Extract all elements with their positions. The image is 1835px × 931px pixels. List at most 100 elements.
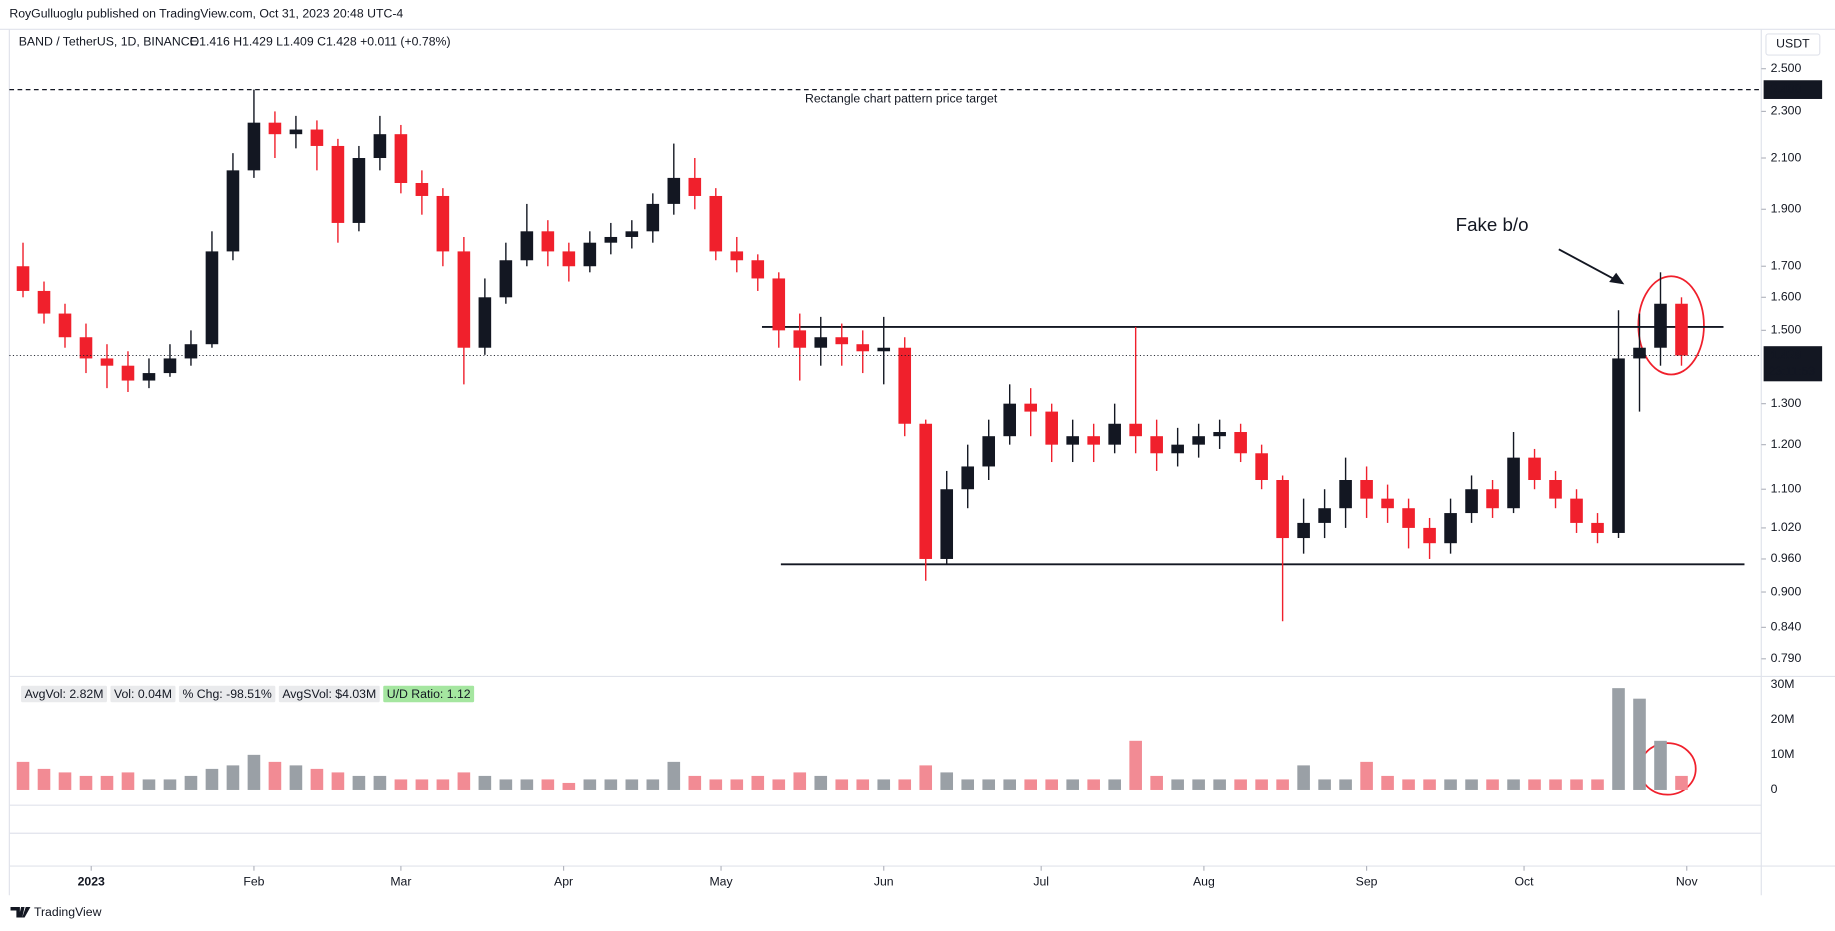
candle-body: [877, 347, 891, 352]
volume-bar: [163, 779, 177, 790]
volume-stat: AvgSVol: $4.03M: [282, 687, 376, 701]
volume-bar: [541, 779, 555, 790]
candle-body: [1108, 423, 1121, 445]
x-tick-label: Apr: [554, 875, 573, 889]
volume-bar: [1234, 779, 1247, 790]
y-tick-label: 0.960: [1771, 551, 1802, 565]
volume-bar: [79, 775, 93, 790]
y-tick-label: 1.200: [1771, 437, 1802, 451]
candle-body: [226, 170, 240, 252]
volume-bar: [1507, 779, 1520, 790]
candle-body: [646, 203, 660, 232]
candle-body: [1213, 432, 1226, 437]
volume-bar: [709, 779, 723, 790]
candle-body: [1276, 480, 1289, 539]
y-tick-label: 2.100: [1771, 150, 1802, 164]
y-tick-label: 1.300: [1771, 396, 1802, 410]
volume-bar: [1276, 779, 1289, 790]
volume-bar: [1171, 779, 1184, 790]
candle-body: [1255, 453, 1268, 481]
symbol: BAND / TetherUS, 1D, BINANCE: [19, 34, 198, 48]
volume-bar: [1570, 779, 1583, 790]
candle-body: [1318, 508, 1331, 523]
volume-tick-label: 0: [1771, 782, 1778, 796]
volume-bar: [898, 779, 912, 790]
volume-bar: [1654, 740, 1667, 790]
candle-body: [709, 195, 723, 252]
volume-bar: [1129, 740, 1142, 790]
volume-bar: [961, 779, 975, 790]
candle-body: [478, 297, 492, 348]
volume-bar: [1024, 779, 1037, 790]
candle-body: [751, 260, 765, 279]
price-tag-label: 2.400: [1771, 82, 1802, 96]
volume-bar: [1360, 761, 1373, 790]
candle-body: [352, 158, 366, 223]
volume-bar: [1213, 779, 1226, 790]
footer: TradingView: [34, 905, 102, 919]
volume-bar: [604, 779, 618, 790]
candle-body: [1150, 436, 1163, 454]
volume-bar: [478, 775, 492, 790]
candle-body: [499, 260, 513, 298]
candle-body: [1423, 527, 1436, 544]
candle-body: [184, 344, 198, 359]
candle-body: [1234, 432, 1247, 454]
volume-bar: [1549, 779, 1562, 790]
candle-body: [1066, 436, 1079, 445]
candle-body: [1570, 498, 1583, 523]
volume-bar: [415, 779, 429, 790]
candle-body: [1024, 403, 1037, 412]
candle-body: [814, 337, 828, 348]
candle-body: [1528, 457, 1541, 481]
candle-body: [142, 373, 156, 381]
x-tick-label: Nov: [1676, 875, 1699, 889]
volume-bar: [1339, 779, 1352, 790]
candle-body: [1087, 436, 1100, 445]
volume-bar: [940, 772, 954, 790]
candle-body: [457, 251, 471, 348]
y-tick-label: 1.500: [1771, 323, 1802, 337]
volume-tick-label: 20M: [1771, 712, 1795, 726]
x-tick-label: Sep: [1356, 875, 1378, 889]
candle-body: [1612, 358, 1625, 533]
unit-box[interactable]: [1765, 33, 1821, 56]
x-tick-label: Oct: [1514, 875, 1534, 889]
y-tick-label: 0.790: [1771, 651, 1802, 665]
x-tick-label: Mar: [390, 875, 411, 889]
price-tag: [1763, 80, 1823, 99]
candle-body: [79, 337, 93, 359]
candle-body: [1591, 522, 1604, 533]
volume-bar: [1675, 775, 1688, 790]
volume-bar: [667, 761, 681, 790]
volume-bar: [982, 779, 996, 790]
volume-bar: [310, 768, 324, 790]
candle-body: [562, 251, 576, 267]
volume-stat-box: [110, 685, 176, 703]
volume-bar: [877, 779, 891, 790]
volume-bar: [331, 772, 345, 790]
candle-body: [268, 122, 282, 135]
volume-bar: [1381, 775, 1394, 790]
volume-bar: [1612, 688, 1625, 790]
price-tag-label: 1.428: [1771, 348, 1802, 362]
volume-bar: [1087, 779, 1100, 790]
candle-body: [121, 365, 135, 381]
volume-tick-label: 10M: [1771, 747, 1795, 761]
y-tick-label: 1.900: [1771, 202, 1802, 216]
candle-body: [1045, 411, 1058, 445]
volume-bar: [1402, 779, 1415, 790]
volume-bar: [436, 779, 450, 790]
candle-body: [310, 129, 324, 146]
candle-body: [373, 134, 387, 159]
annotation: Rectangle chart pattern price target: [805, 92, 998, 106]
volume-bar: [1633, 698, 1646, 790]
ohlc: O1.416 H1.429 L1.409 C1.428 +0.011 (+0.7…: [190, 34, 451, 48]
candle-body: [247, 122, 261, 171]
countdown: 23:11:53: [1768, 364, 1815, 378]
candle-body: [1444, 513, 1457, 544]
candle-body: [1675, 303, 1688, 356]
candle-body: [1486, 489, 1499, 509]
volume-bar: [205, 768, 219, 790]
